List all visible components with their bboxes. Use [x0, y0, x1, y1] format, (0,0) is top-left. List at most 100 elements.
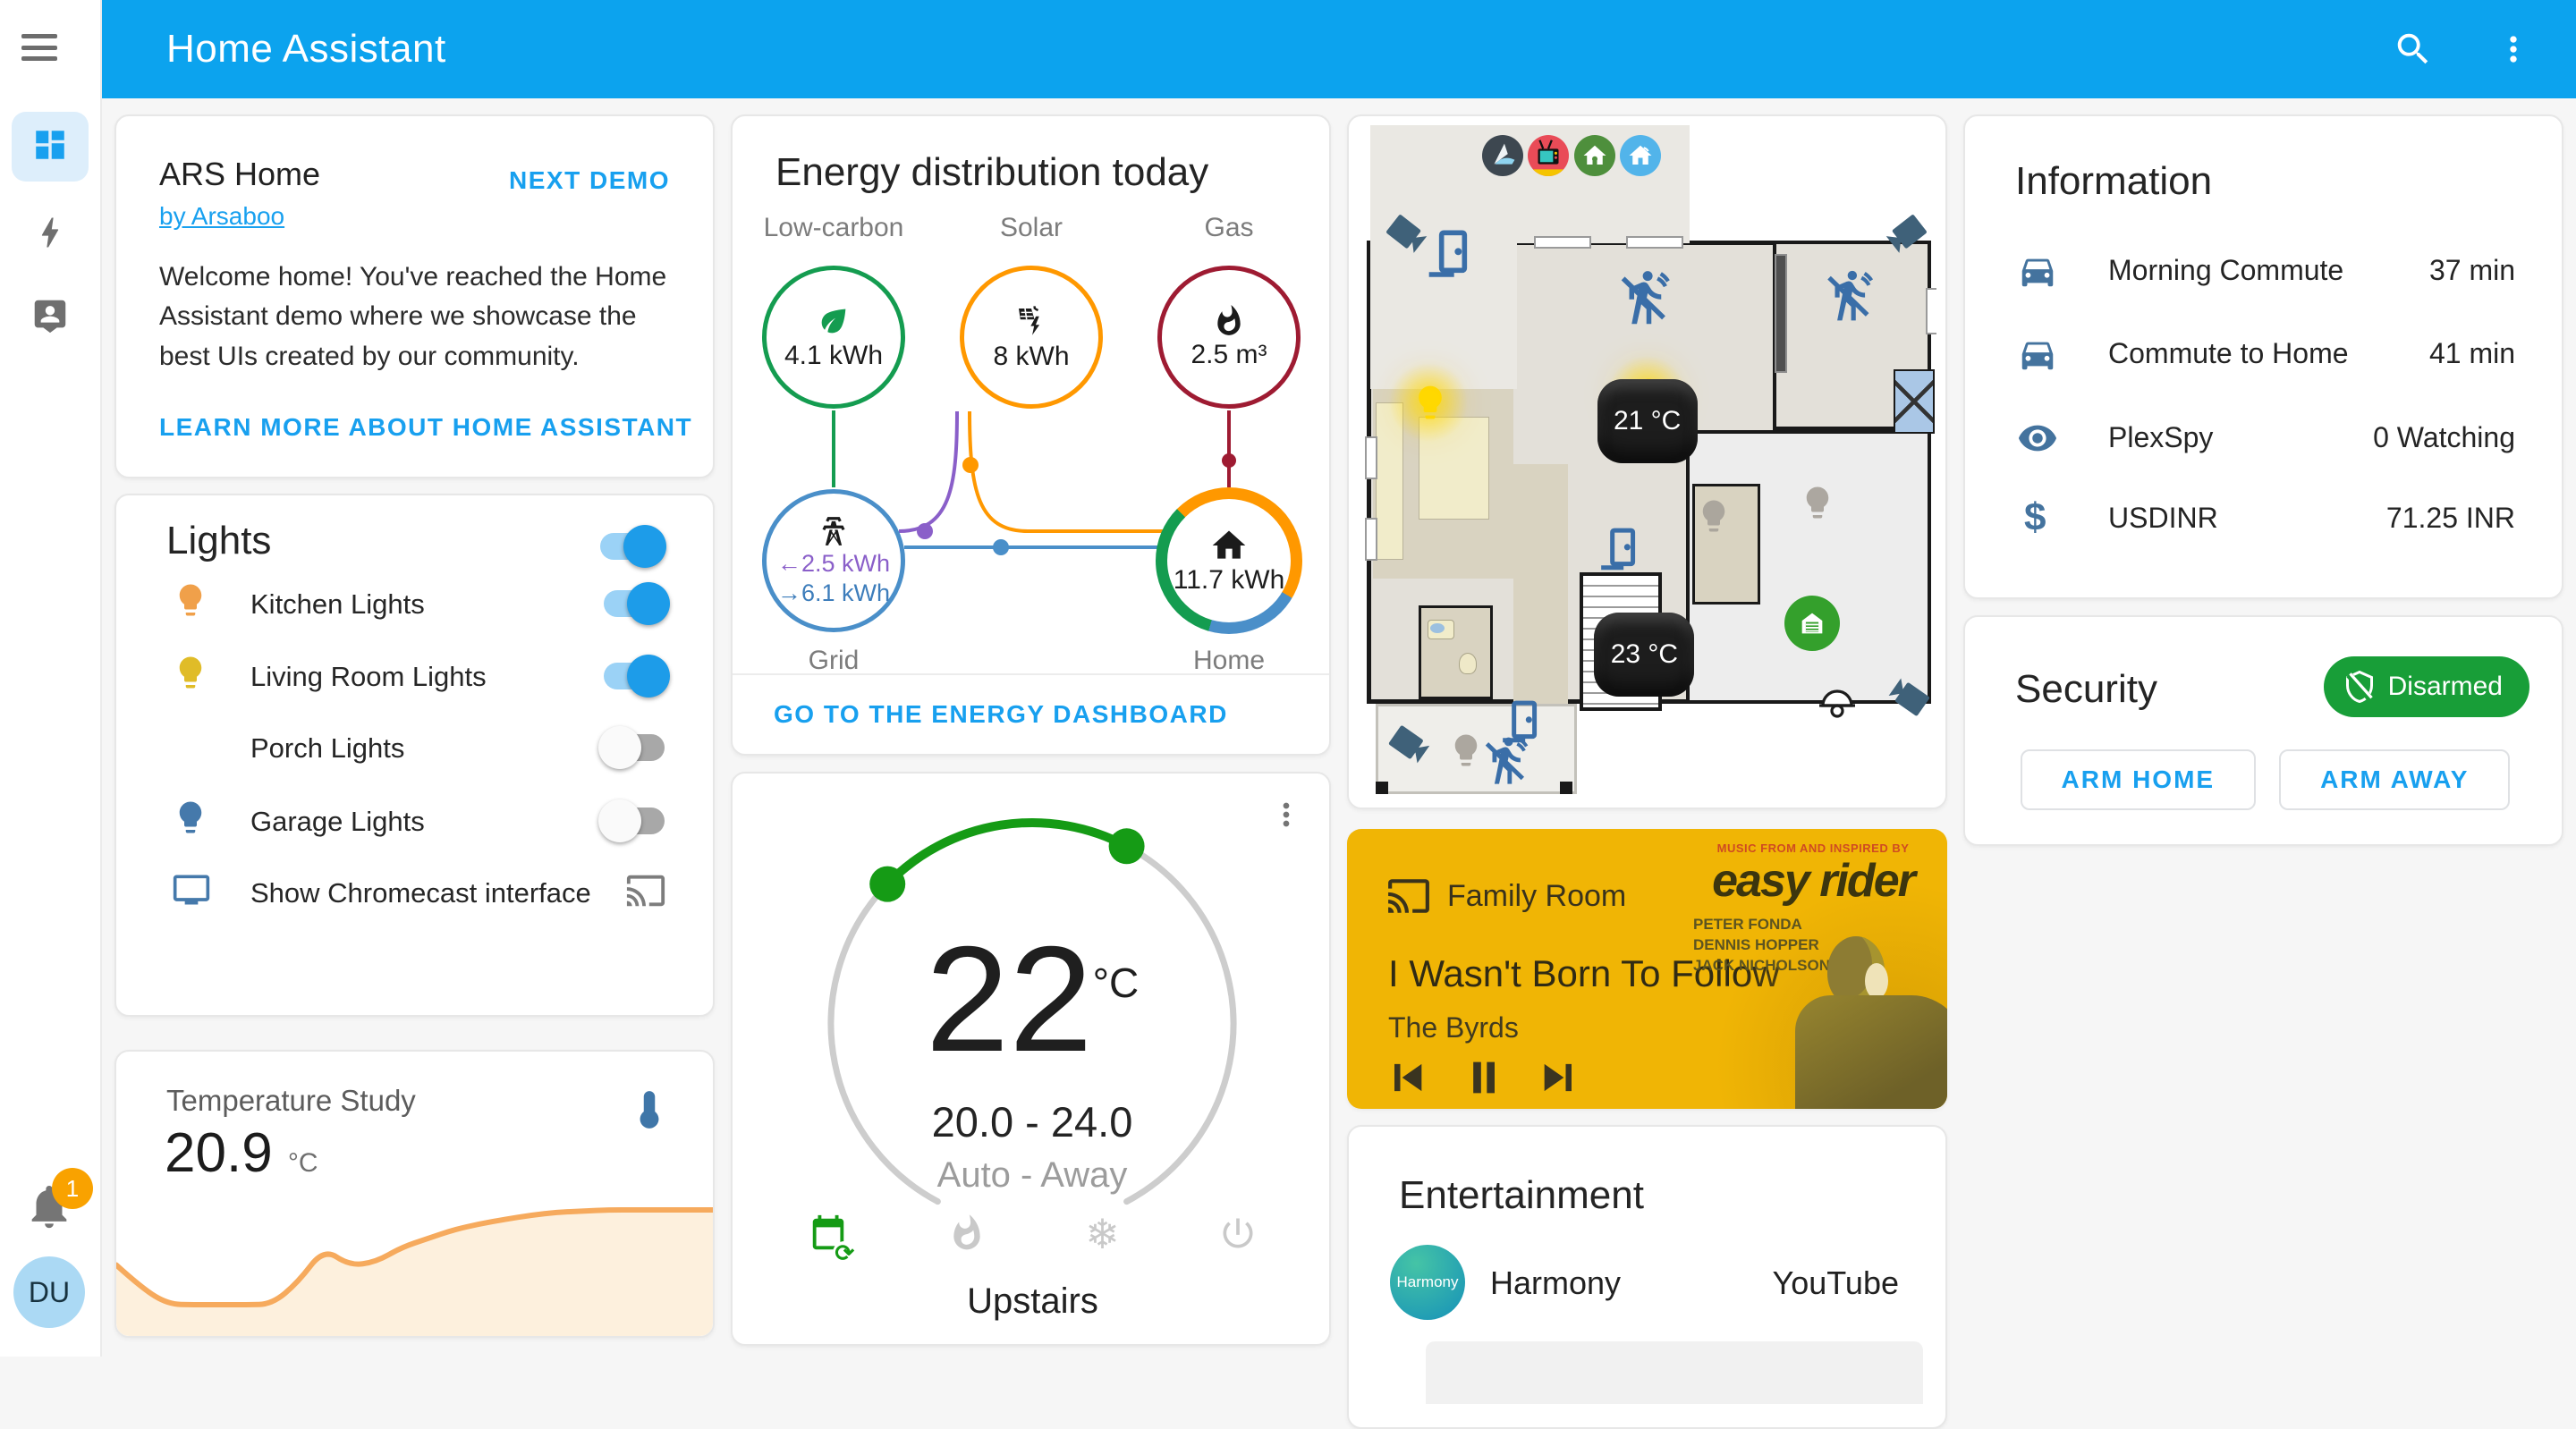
motion-sensor-icon[interactable]: [1479, 734, 1531, 791]
thermostat-dial[interactable]: [818, 809, 1247, 1239]
dome-camera-icon[interactable]: [1816, 684, 1859, 728]
lights-card: Lights Kitchen Lights Living Room Lights…: [114, 494, 715, 1017]
garage-light-icon[interactable]: [1799, 484, 1836, 526]
camera-icon[interactable]: [1874, 201, 1936, 270]
camera-icon[interactable]: [1374, 712, 1441, 781]
dial-handle-high[interactable]: [1108, 828, 1145, 865]
dots-vertical-icon: [1283, 802, 1290, 827]
window: [1364, 436, 1377, 480]
album-art-cast: PETER FONDA DENNIS HOPPER JACK NICHOLSON: [1693, 916, 1831, 974]
search-button[interactable]: [2388, 24, 2438, 74]
pause-button[interactable]: [1460, 1054, 1506, 1105]
garage-light-icon[interactable]: [1695, 497, 1733, 539]
info-row-usdinr[interactable]: $ USDINR 71.25 INR: [2024, 495, 2515, 539]
media-source: Family Room: [1447, 879, 1627, 913]
energy-card-title: Energy distribution today: [775, 150, 1209, 194]
harmony-row[interactable]: Harmony Harmony YouTube: [1349, 1245, 1949, 1331]
garage-lights-toggle[interactable]: [598, 799, 665, 842]
bulb-icon[interactable]: [172, 581, 209, 623]
solar-label: Solar: [999, 213, 1063, 242]
arm-away-button[interactable]: ARM AWAY: [2279, 749, 2511, 810]
lightning-bolt-icon: [41, 217, 59, 248]
thermostat-name: Upstairs: [967, 1281, 1098, 1321]
snowflake-icon: ❄: [1085, 1211, 1120, 1257]
grid-node[interactable]: ←2.5 kWh →6.1 kWh: [762, 489, 905, 632]
home-label: Home: [1192, 646, 1266, 675]
garage-door-icon[interactable]: [1784, 596, 1840, 652]
light-label: Porch Lights: [250, 732, 405, 764]
solar-node[interactable]: 8 kWh: [960, 266, 1103, 409]
eye-icon: [2017, 418, 2058, 463]
entertainment-title: Entertainment: [1399, 1173, 1644, 1217]
entertainment-card: Entertainment Harmony Harmony YouTube: [1347, 1125, 1947, 1429]
info-row-morning-commute[interactable]: Morning Commute 37 min: [1965, 241, 2565, 300]
motion-sensor-icon[interactable]: [1821, 267, 1877, 327]
monitor-icon: [172, 870, 211, 914]
mode-auto-button[interactable]: ⟳: [808, 1213, 857, 1264]
album-art: MUSIC FROM AND INSPIRED BY easy rider PE…: [1679, 829, 1947, 1109]
bulb-icon[interactable]: [172, 654, 209, 696]
dial-handle-low[interactable]: [869, 866, 906, 902]
lights-master-toggle[interactable]: [600, 525, 666, 568]
chromecast-row: Show Chromecast interface: [116, 858, 716, 929]
porch-lights-toggle[interactable]: [598, 726, 665, 769]
light-row-garage: Garage Lights: [116, 786, 716, 858]
notifications-button[interactable]: 1: [23, 1168, 93, 1234]
previous-track-button[interactable]: [1383, 1054, 1429, 1105]
living-room-lights-toggle[interactable]: [604, 655, 670, 698]
app-icon-abode[interactable]: [1482, 135, 1524, 177]
info-row-plexspy[interactable]: PlexSpy 0 Watching: [1965, 409, 2565, 468]
toilet-fixture: [1459, 653, 1478, 675]
temperature-card[interactable]: Temperature Study 20.9 °C: [114, 1050, 715, 1338]
thermostat-card: 22°C 20.0 - 24.0 Auto - Away ⟳ ❄ Upstair…: [731, 772, 1331, 1346]
sidebar-item-logbook[interactable]: [0, 295, 100, 336]
thermometer-icon: [627, 1087, 672, 1137]
info-row-commute-home[interactable]: Commute to Home 41 min: [1965, 325, 2565, 384]
mode-cool-button[interactable]: ❄: [1085, 1213, 1120, 1259]
thermostat-badge-lower[interactable]: 23 °C: [1594, 613, 1695, 698]
bulb-icon[interactable]: [172, 799, 209, 841]
gas-node[interactable]: 2.5 m³: [1157, 266, 1301, 409]
user-avatar[interactable]: DU: [13, 1256, 85, 1328]
porch-light-icon[interactable]: [1447, 731, 1485, 774]
mode-off-button[interactable]: [1218, 1213, 1258, 1259]
tv-on-wall[interactable]: [1774, 253, 1787, 373]
thermostat-readout: 22°C 20.0 - 24.0 Auto - Away: [818, 809, 1247, 1239]
sidebar-item-dashboard[interactable]: [12, 112, 89, 182]
harmony-name: Harmony: [1490, 1264, 1622, 1301]
kitchen-lights-toggle[interactable]: [604, 582, 670, 625]
power-icon: [1223, 1218, 1253, 1248]
app-icon-tv[interactable]: [1528, 135, 1570, 177]
sidebar-item-energy[interactable]: [0, 213, 100, 252]
activity-select[interactable]: [1426, 1341, 1923, 1404]
next-track-button[interactable]: [1537, 1054, 1583, 1105]
media-artist: The Byrds: [1388, 1011, 1519, 1044]
solar-value: 8 kWh: [993, 342, 1070, 371]
thermostat-menu-button[interactable]: [1268, 797, 1304, 837]
cast-button[interactable]: [625, 870, 666, 916]
camera-icon[interactable]: [1874, 664, 1936, 733]
home-node[interactable]: 11.7 kWh: [1156, 487, 1302, 634]
thermostat-badge-living[interactable]: 21 °C: [1597, 378, 1698, 463]
menu-icon[interactable]: [21, 34, 57, 61]
door-sensor-icon[interactable]: [1425, 227, 1475, 289]
learn-more-link[interactable]: LEARN MORE ABOUT HOME ASSISTANT: [159, 413, 693, 441]
camera-icon[interactable]: [1370, 201, 1438, 270]
arm-home-button[interactable]: ARM HOME: [2020, 749, 2257, 810]
mode-heat-button[interactable]: [947, 1213, 987, 1259]
light-row-porch: Porch Lights: [116, 713, 716, 784]
energy-dashboard-link[interactable]: GO TO THE ENERGY DASHBOARD: [774, 700, 1228, 728]
overflow-menu-button[interactable]: [2488, 24, 2538, 74]
alarm-status-text: Disarmed: [2387, 672, 2503, 701]
window: [1926, 287, 1936, 334]
app-icon-home-security[interactable]: [1573, 135, 1615, 177]
kitchen-light-icon[interactable]: [1386, 360, 1936, 444]
media-player-card[interactable]: Family Room I Wasn't Born To Follow The …: [1347, 829, 1947, 1109]
next-demo-button[interactable]: NEXT DEMO: [509, 166, 670, 194]
app-icon-smart-home[interactable]: [1620, 135, 1662, 177]
motion-sensor-icon[interactable]: [1614, 267, 1674, 331]
alarm-status-badge[interactable]: Disarmed: [2323, 656, 2529, 717]
door-sensor-icon[interactable]: [1597, 525, 1642, 581]
low-carbon-node[interactable]: 4.1 kWh: [762, 266, 905, 409]
author-link[interactable]: by Arsaboo: [159, 202, 285, 230]
